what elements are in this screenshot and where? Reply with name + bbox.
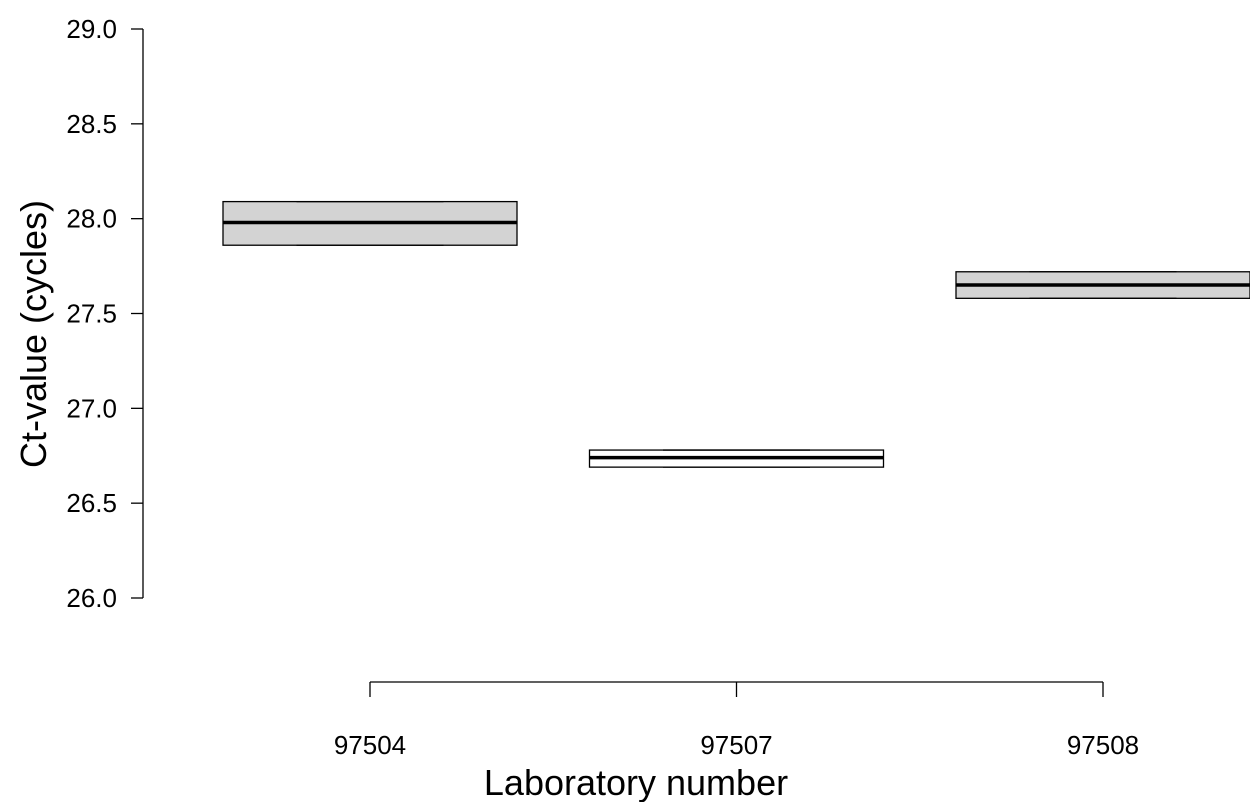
x-tick-label: 97507 bbox=[700, 730, 772, 760]
box-97507 bbox=[588, 449, 885, 468]
y-tick-label: 26.5 bbox=[66, 488, 117, 518]
y-axis-title: Ct-value (cycles) bbox=[13, 200, 54, 468]
box-97504 bbox=[222, 200, 518, 246]
y-tick-label: 29.0 bbox=[66, 14, 117, 44]
y-tick-label: 27.5 bbox=[66, 299, 117, 329]
x-tick-label: 97508 bbox=[1067, 730, 1139, 760]
boxes bbox=[222, 200, 1250, 468]
x-axis: 97504 97507 97508 bbox=[334, 681, 1139, 760]
y-tick-label: 28.5 bbox=[66, 109, 117, 139]
box-97508 bbox=[955, 271, 1250, 299]
y-tick-label: 26.0 bbox=[66, 583, 117, 613]
x-axis-title: Laboratory number bbox=[484, 762, 788, 802]
y-axis: 26.0 26.5 27.0 27.5 28.0 28.5 29.0 bbox=[66, 14, 144, 613]
x-tick-label: 97504 bbox=[334, 730, 406, 760]
y-tick-label: 28.0 bbox=[66, 204, 117, 234]
y-tick-label: 27.0 bbox=[66, 393, 117, 423]
x-ticks: 97504 97507 97508 bbox=[334, 682, 1139, 760]
y-ticks: 26.0 26.5 27.0 27.5 28.0 28.5 29.0 bbox=[66, 14, 143, 613]
